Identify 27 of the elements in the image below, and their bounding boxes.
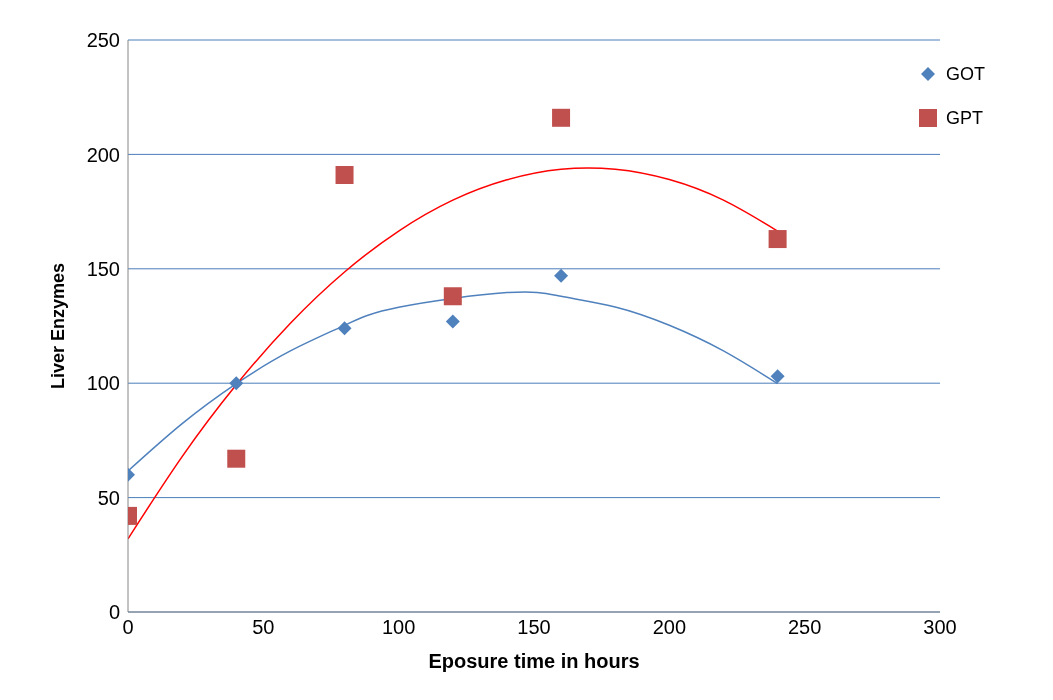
x-tick-label: 50 bbox=[252, 616, 275, 639]
y-tick-label: 150 bbox=[86, 257, 120, 280]
y-tick-label: 50 bbox=[97, 486, 120, 509]
point bbox=[337, 321, 352, 336]
point bbox=[445, 314, 460, 329]
x-tick-label: 300 bbox=[923, 616, 957, 639]
y-axis-title: Liver Enzymes bbox=[48, 262, 69, 390]
x-tick-label: 150 bbox=[517, 616, 551, 639]
y-tick-label: 250 bbox=[86, 29, 120, 52]
y-tick-label: 100 bbox=[86, 372, 120, 395]
x-tick-label: 250 bbox=[787, 616, 822, 639]
point bbox=[768, 230, 787, 249]
point bbox=[443, 287, 462, 306]
x-tick-label: 100 bbox=[381, 616, 416, 639]
point bbox=[770, 369, 785, 384]
y-tick-label: 0 bbox=[108, 601, 120, 624]
x-tick-label: 0 bbox=[122, 616, 134, 639]
point bbox=[554, 268, 569, 283]
point bbox=[229, 376, 244, 391]
x-tick-label: 200 bbox=[652, 616, 687, 639]
legend-label: GOT bbox=[946, 63, 985, 85]
point bbox=[552, 108, 571, 127]
y-tick-label: 200 bbox=[86, 143, 120, 166]
x-axis-title: Eposure time in hours bbox=[428, 650, 640, 672]
point bbox=[335, 165, 354, 184]
legend-label: GPT bbox=[946, 107, 984, 129]
point bbox=[227, 449, 246, 468]
